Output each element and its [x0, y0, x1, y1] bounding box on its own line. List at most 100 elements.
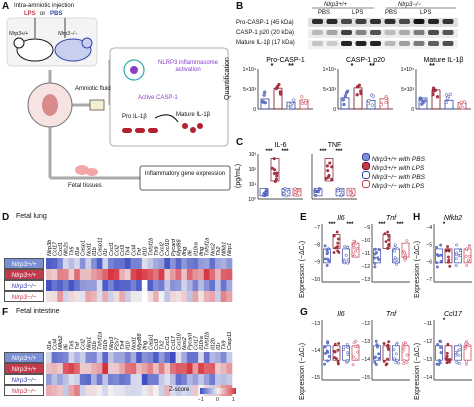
data-point: [465, 264, 469, 267]
data-point: [465, 247, 469, 251]
data-point: [323, 257, 327, 261]
heatmap-cell: [147, 291, 154, 302]
data-point: [460, 106, 465, 110]
y-tick-label: 5×10³: [323, 87, 336, 93]
data-point: [384, 100, 388, 105]
data-point: [386, 246, 389, 250]
data-point: [272, 157, 276, 161]
data-point: [344, 91, 349, 95]
significance-marker: ***: [346, 222, 354, 228]
heatmap-cell: [175, 363, 182, 374]
data-point: [332, 234, 336, 238]
gene-label: Il10r: [103, 338, 109, 350]
significance-marker: *: [351, 63, 354, 70]
legend-item-wt-pbs: Nlrp3+/+ with PBS: [362, 153, 472, 163]
data-point: [282, 192, 286, 196]
heatmap-cell: [198, 291, 205, 302]
heatmap-cell: [158, 269, 165, 280]
heatmap-cell: [85, 352, 92, 363]
data-point: [286, 106, 290, 110]
data-point: [367, 99, 371, 103]
heatmap-cell: [226, 258, 233, 269]
box: [435, 248, 443, 264]
data-point: [346, 345, 350, 349]
heatmap-cell: [209, 258, 216, 269]
heatmap-cell: [220, 291, 227, 302]
gene-label: Nfc2s: [64, 242, 70, 256]
heatmap-cell: [215, 258, 222, 269]
heatmap-cell: [62, 363, 69, 374]
data-point: [387, 234, 391, 238]
mature-il1b-label: Mature IL-1β: [176, 112, 211, 118]
heatmap-cell: [209, 363, 216, 374]
y-tick-label: 5×10³: [401, 87, 414, 93]
data-point: [446, 245, 450, 248]
mouse-wt-label: Nlrp3+/+: [9, 31, 29, 37]
data-point: [356, 247, 359, 250]
active-casp1-label: Active CASP-1: [138, 95, 178, 101]
heatmap-cell: [119, 352, 126, 363]
data-point: [355, 93, 359, 97]
heatmap-cell: [226, 374, 233, 385]
data-point: [431, 86, 436, 90]
data-point: [387, 244, 391, 247]
data-point: [338, 188, 343, 193]
heatmap-cell: [124, 385, 131, 396]
heatmap-cell: [153, 374, 160, 385]
heatmap-cell: [51, 291, 58, 302]
heatmap-cell: [164, 280, 171, 291]
gene-label: Il10ra: [199, 336, 205, 350]
blot-band: [384, 19, 396, 24]
legend-item-ko-lps: Nlrp3−/− with LPS: [362, 180, 472, 190]
heatmap-cell: [62, 280, 69, 291]
data-point: [374, 363, 378, 366]
y-tick-label: −7: [314, 225, 320, 231]
heatmap-cell: [198, 269, 205, 280]
data-point: [404, 253, 408, 257]
heatmap-cell: [74, 291, 81, 302]
gene-label: Tlr4: [120, 341, 126, 350]
data-point: [345, 358, 349, 362]
data-point: [467, 245, 471, 249]
heatmap-cell: [108, 269, 114, 280]
panel-f-row-2: Nlrp3+/+: [4, 363, 44, 374]
gene-label: Tnf: [137, 248, 143, 256]
heatmap-cell: [170, 363, 176, 374]
heatmap-cell: [113, 352, 120, 363]
heatmap-cell: [79, 374, 86, 385]
data-point: [263, 90, 267, 94]
blot-band: [413, 41, 425, 46]
data-point: [323, 362, 326, 366]
box: [373, 248, 381, 264]
data-point: [325, 263, 329, 267]
blot-band: [413, 30, 425, 35]
data-point: [448, 264, 452, 268]
data-point: [277, 82, 281, 87]
heatmap-cell: [119, 385, 126, 396]
data-point: [373, 247, 377, 251]
data-point: [395, 257, 399, 261]
heatmap-cell: [91, 374, 98, 385]
gene-label: Il10: [126, 340, 132, 350]
heatmap-cell: [68, 280, 75, 291]
box: [324, 158, 334, 182]
heatmap-cell: [113, 374, 120, 385]
heatmap-cell: [192, 291, 199, 302]
heatmap-cell: [68, 258, 75, 269]
box: [332, 345, 341, 361]
heatmap-cell: [102, 374, 109, 385]
data-point: [377, 356, 381, 360]
heatmap-cell: [164, 291, 171, 302]
heatmap-cell: [141, 291, 148, 302]
heatmap-cell: [96, 385, 103, 396]
gene-label: Casp1: [81, 240, 87, 256]
heatmap-cell: [74, 352, 81, 363]
y-tick-label: 0: [333, 107, 336, 113]
data-point: [377, 248, 381, 252]
data-point: [350, 193, 355, 197]
data-point: [455, 360, 459, 364]
heatmap-cell: [85, 269, 92, 280]
data-point: [382, 342, 386, 345]
heatmap-cell: [181, 352, 188, 363]
data-point: [359, 91, 363, 96]
